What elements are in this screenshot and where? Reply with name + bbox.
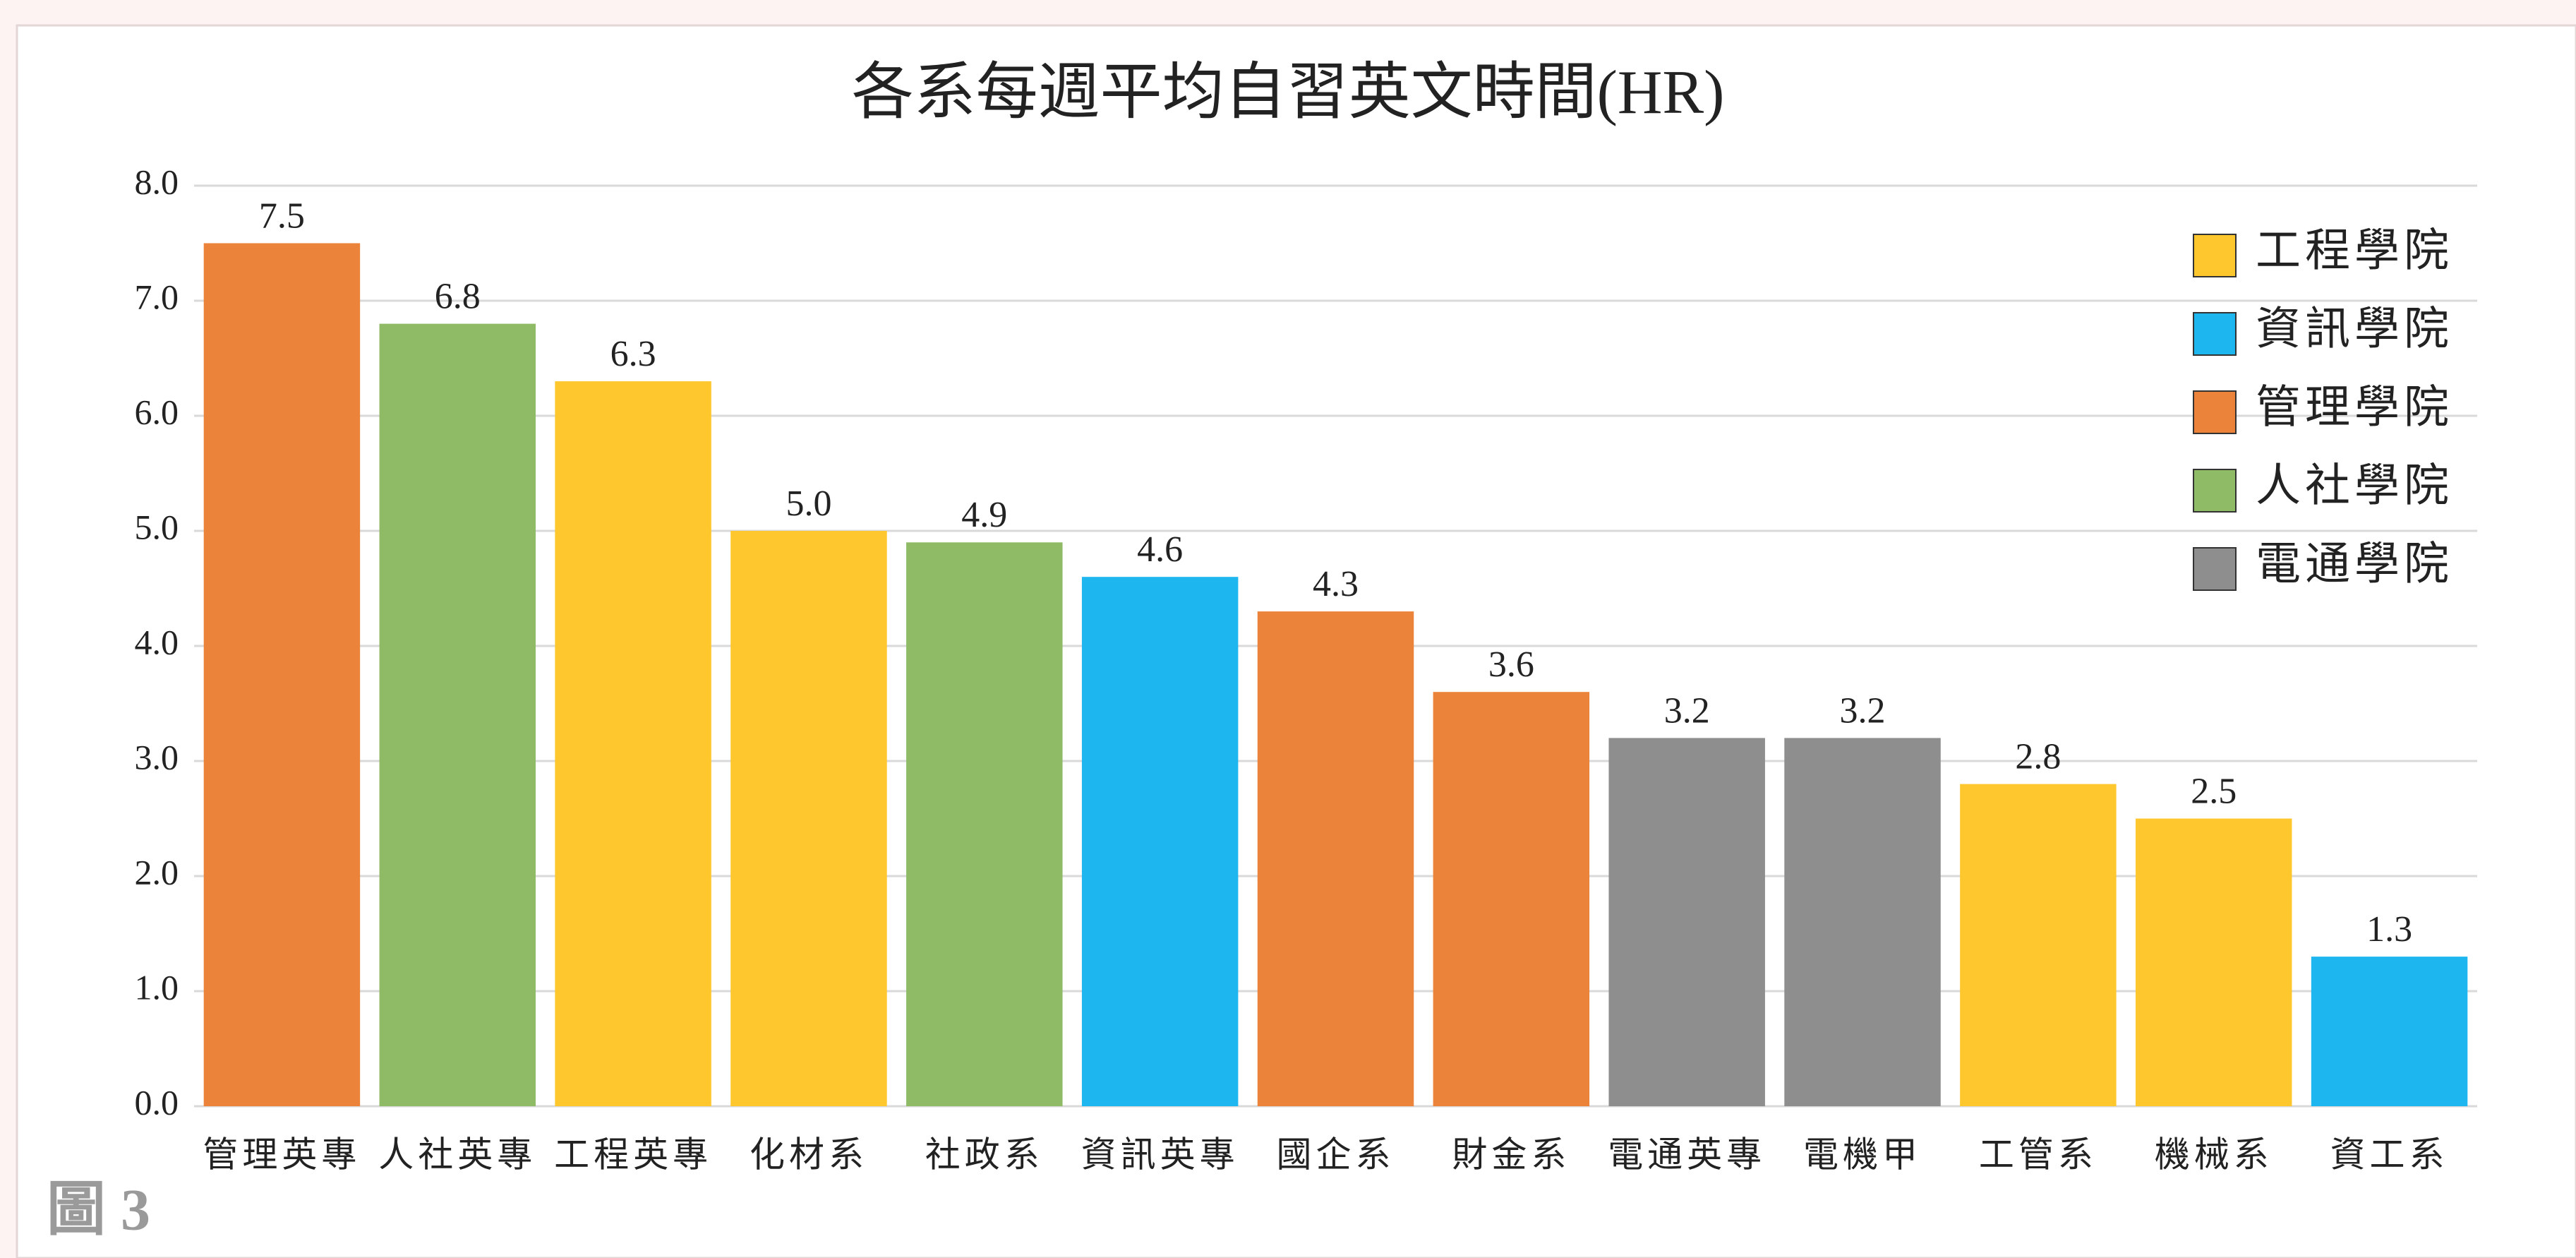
data-label: 3.2 <box>1664 690 1710 731</box>
data-label: 4.9 <box>961 495 1007 535</box>
y-tick-label: 7.0 <box>135 277 179 316</box>
legend-label: 電通學院 <box>2256 539 2453 589</box>
y-tick-label: 0.0 <box>135 1082 179 1122</box>
caption: 圖 3 <box>47 1177 150 1242</box>
bar <box>203 243 361 1106</box>
bar <box>1433 692 1590 1106</box>
legend-label: 資訊學院 <box>2256 304 2453 354</box>
legend-swatch <box>2193 547 2237 591</box>
data-label: 7.5 <box>259 196 305 236</box>
legend-swatch <box>2193 469 2237 513</box>
x-tick-label: 管理英專 <box>203 1134 361 1174</box>
x-tick-label: 財金系 <box>1452 1134 1570 1174</box>
legend-swatch <box>2193 312 2237 356</box>
y-tick-label: 5.0 <box>135 507 179 546</box>
bar <box>1081 577 1239 1106</box>
y-tick-label: 8.0 <box>135 162 179 201</box>
data-label: 4.6 <box>1137 529 1183 570</box>
x-tick-label: 化材系 <box>750 1134 868 1174</box>
y-tick-label: 4.0 <box>135 622 179 661</box>
x-tick-label: 機械系 <box>2155 1134 2273 1174</box>
data-label: 2.8 <box>2015 737 2061 777</box>
x-tick-label: 電機甲 <box>1803 1134 1922 1174</box>
x-tick-label: 人社英專 <box>378 1134 536 1174</box>
bar <box>379 323 536 1107</box>
data-label: 6.3 <box>610 334 656 374</box>
data-label: 1.3 <box>2366 909 2412 950</box>
bar <box>555 381 711 1106</box>
legend-label: 管理學院 <box>2256 383 2453 433</box>
bar <box>2135 818 2292 1106</box>
data-label: 3.6 <box>1488 645 1534 685</box>
y-tick-label: 1.0 <box>135 967 179 1007</box>
bar <box>1784 738 1941 1106</box>
bar <box>906 542 1063 1106</box>
bar <box>2311 957 2468 1106</box>
x-tick-label: 工程英專 <box>554 1134 712 1174</box>
data-label: 3.2 <box>1840 690 1886 731</box>
x-tick-label: 國企系 <box>1277 1134 1395 1174</box>
y-tick-label: 6.0 <box>135 392 179 431</box>
x-tick-label: 電通英專 <box>1608 1134 1766 1174</box>
legend-swatch <box>2193 390 2237 434</box>
legend-label: 工程學院 <box>2256 226 2453 276</box>
x-tick-label: 資工系 <box>2330 1134 2449 1174</box>
bar <box>1960 784 2117 1106</box>
data-label: 2.5 <box>2191 771 2237 811</box>
legend-label: 人社學院 <box>2256 461 2453 511</box>
y-tick-label: 2.0 <box>135 852 179 892</box>
bar <box>730 531 887 1106</box>
bar <box>1257 611 1414 1106</box>
x-tick-label: 工管系 <box>1979 1134 2097 1174</box>
x-tick-label: 社政系 <box>925 1134 1044 1174</box>
chart-title: 各系每週平均自習英文時間(HR) <box>852 59 1725 127</box>
x-tick-label: 資訊英專 <box>1081 1134 1239 1174</box>
data-label: 4.3 <box>1313 564 1359 604</box>
legend-swatch <box>2193 234 2237 277</box>
data-label: 5.0 <box>786 484 831 524</box>
data-label: 6.8 <box>435 277 481 317</box>
y-tick-label: 3.0 <box>135 737 179 777</box>
bar <box>1608 738 1765 1106</box>
